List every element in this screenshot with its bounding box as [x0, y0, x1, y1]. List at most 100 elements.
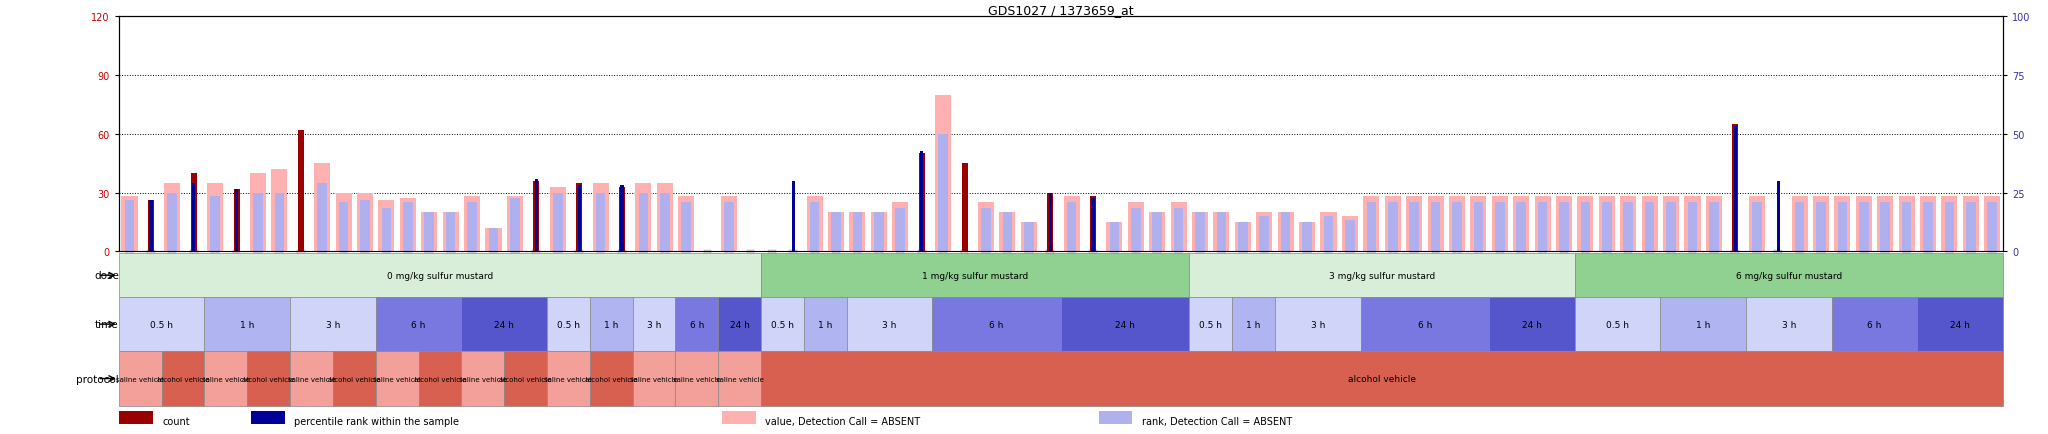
- Bar: [1235, 223, 1251, 252]
- Bar: [578, 185, 582, 252]
- Bar: [762, 352, 2003, 406]
- Text: 1 h: 1 h: [817, 320, 834, 329]
- Bar: [375, 352, 418, 406]
- Bar: [1341, 217, 1358, 252]
- Bar: [639, 193, 647, 252]
- Text: saline vehicle: saline vehicle: [117, 376, 164, 381]
- Bar: [719, 352, 762, 406]
- Bar: [1898, 197, 1915, 252]
- Bar: [193, 183, 195, 252]
- Bar: [250, 411, 285, 424]
- Text: 6 mg/kg sulfur mustard: 6 mg/kg sulfur mustard: [1737, 271, 1841, 280]
- Bar: [981, 209, 991, 252]
- Bar: [893, 203, 909, 252]
- Text: saline vehicle: saline vehicle: [545, 376, 592, 381]
- Bar: [1985, 197, 2001, 252]
- Bar: [1923, 203, 1933, 252]
- Text: 1 h: 1 h: [604, 320, 618, 329]
- Bar: [446, 213, 455, 252]
- Text: 24 h: 24 h: [1522, 320, 1542, 329]
- Bar: [1831, 297, 1917, 352]
- Bar: [1624, 203, 1632, 252]
- Bar: [618, 187, 625, 252]
- Bar: [874, 213, 883, 252]
- Bar: [147, 201, 154, 252]
- Bar: [1239, 223, 1247, 252]
- Text: time: time: [94, 319, 119, 329]
- Text: 6 h: 6 h: [412, 320, 426, 329]
- Bar: [1260, 217, 1270, 252]
- Text: alcohol vehicle: alcohol vehicle: [158, 376, 209, 381]
- Text: alcohol vehicle: alcohol vehicle: [500, 376, 551, 381]
- Bar: [248, 352, 291, 406]
- Bar: [422, 213, 438, 252]
- Bar: [1364, 197, 1380, 252]
- Bar: [1303, 223, 1313, 252]
- Bar: [211, 197, 219, 252]
- Bar: [1880, 203, 1890, 252]
- Bar: [659, 193, 670, 252]
- Bar: [831, 213, 842, 252]
- Text: 0.5 h: 0.5 h: [1200, 320, 1223, 329]
- Bar: [1384, 197, 1401, 252]
- Bar: [762, 297, 805, 352]
- Bar: [575, 183, 582, 252]
- Text: alcohol vehicle: alcohol vehicle: [586, 376, 637, 381]
- Bar: [250, 174, 266, 252]
- Text: 24 h: 24 h: [494, 320, 514, 329]
- Text: 6 h: 6 h: [989, 320, 1004, 329]
- Text: 6 h: 6 h: [1417, 320, 1432, 329]
- Bar: [119, 352, 162, 406]
- Text: 1 h: 1 h: [240, 320, 254, 329]
- Bar: [1233, 297, 1276, 352]
- Bar: [1538, 203, 1548, 252]
- Bar: [1903, 203, 1911, 252]
- Bar: [205, 352, 248, 406]
- Bar: [313, 164, 330, 252]
- Bar: [1360, 297, 1489, 352]
- Bar: [1346, 220, 1354, 252]
- Bar: [1106, 223, 1122, 252]
- Bar: [1110, 223, 1118, 252]
- Bar: [1575, 297, 1661, 352]
- Bar: [1917, 297, 2003, 352]
- Text: alcohol vehicle: alcohol vehicle: [414, 376, 467, 381]
- Bar: [852, 213, 862, 252]
- Bar: [1581, 203, 1589, 252]
- Text: count: count: [162, 416, 190, 426]
- Text: saline vehicle: saline vehicle: [287, 376, 336, 381]
- Bar: [1407, 197, 1421, 252]
- Bar: [809, 203, 819, 252]
- Bar: [1047, 193, 1053, 252]
- Bar: [119, 411, 154, 424]
- Bar: [805, 297, 846, 352]
- Bar: [547, 352, 590, 406]
- Bar: [1004, 213, 1012, 252]
- Bar: [676, 297, 719, 352]
- Text: 0.5 h: 0.5 h: [1606, 320, 1628, 329]
- Bar: [807, 197, 823, 252]
- Bar: [381, 209, 391, 252]
- Bar: [590, 352, 633, 406]
- Bar: [846, 297, 932, 352]
- Bar: [1149, 213, 1165, 252]
- Bar: [1196, 213, 1204, 252]
- Text: percentile rank within the sample: percentile rank within the sample: [295, 416, 459, 426]
- Bar: [1733, 125, 1739, 252]
- Bar: [291, 297, 375, 352]
- Bar: [317, 183, 328, 252]
- Bar: [1792, 197, 1808, 252]
- Bar: [961, 164, 967, 252]
- Bar: [375, 297, 461, 352]
- Bar: [233, 189, 240, 252]
- Bar: [338, 203, 348, 252]
- Bar: [461, 352, 504, 406]
- Text: 24 h: 24 h: [729, 320, 750, 329]
- Bar: [1024, 223, 1034, 252]
- Bar: [506, 197, 522, 252]
- Bar: [1475, 203, 1483, 252]
- Bar: [360, 201, 371, 252]
- Bar: [1090, 197, 1096, 252]
- Bar: [553, 193, 563, 252]
- Bar: [1966, 203, 1976, 252]
